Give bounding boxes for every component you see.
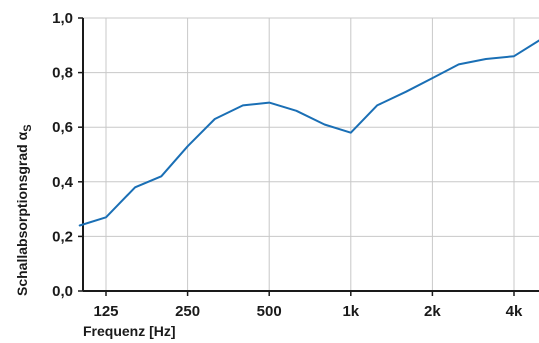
- series-layer: [78, 39, 539, 227]
- y-axis-title-subscript: S: [22, 124, 34, 131]
- x-tick-label: 2k: [424, 303, 441, 320]
- y-axis-title: Schallabsorptionsgrad αS: [14, 124, 34, 296]
- x-axis-title: Frequenz [Hz]: [83, 323, 176, 339]
- y-tick-label: 0,2: [52, 228, 73, 245]
- y-tick-label: 0,8: [52, 65, 73, 82]
- y-tick-label: 0,6: [52, 119, 73, 136]
- series-line: [78, 39, 539, 227]
- y-tick-label: 0,0: [52, 283, 73, 300]
- y-axis-title-main: Schallabsorptionsgrad α: [14, 131, 30, 296]
- x-tick-label: 250: [175, 303, 200, 320]
- x-tick-label: 125: [93, 303, 118, 320]
- x-tick-label: 4k: [506, 303, 523, 320]
- y-tick-label: 1,0: [52, 10, 73, 27]
- x-tick-label: 500: [257, 303, 282, 320]
- tick-labels: 0,0 0,2 0,4 0,6 0,8 1,0 125 250 500 1k 2k 4k: [52, 10, 523, 320]
- x-tick-label: 1k: [342, 303, 359, 320]
- grid-lines: [83, 17, 539, 291]
- y-tick-label: 0,4: [52, 174, 74, 191]
- axes: [78, 17, 539, 296]
